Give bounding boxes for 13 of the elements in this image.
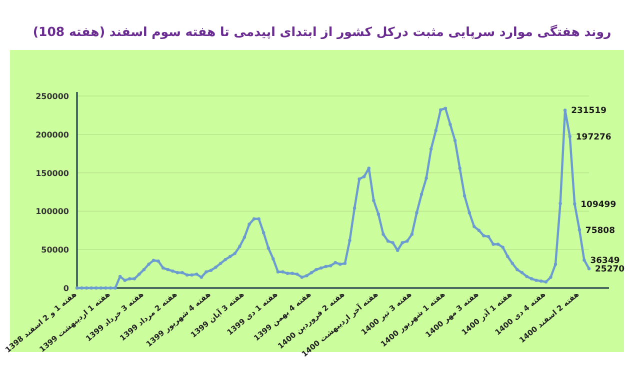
data-label: 197276 — [576, 132, 612, 142]
data-label: 75808 — [585, 226, 616, 236]
y-tick-label: 100000 — [36, 207, 70, 216]
chart-title: روند هفتگی موارد سرپایی مثبت درکل کشور از ابتدای اپیدمی تا هفته سوم اسفند (هفته 108) — [32, 24, 612, 40]
y-tick-label: 50000 — [41, 246, 70, 255]
y-tick-label: 150000 — [36, 168, 70, 178]
y-tick-label: 0 — [63, 284, 70, 293]
data-label: 231519 — [571, 106, 607, 116]
data-label: 36349 — [590, 256, 620, 266]
y-tick-label: 250000 — [36, 92, 70, 101]
data-label: 109499 — [580, 200, 616, 210]
data-label: 25270 — [595, 264, 625, 275]
y-tick-label: 200000 — [36, 130, 70, 140]
